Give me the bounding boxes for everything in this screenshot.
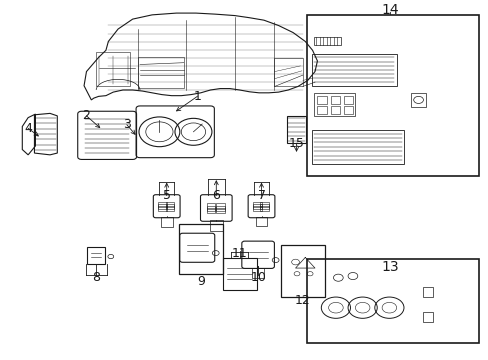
Bar [206, 208, 215, 213]
Bar [206, 206, 215, 211]
Bar [137, 57, 183, 87]
Text: 12: 12 [294, 294, 310, 307]
Bar [311, 130, 403, 164]
Bar [96, 52, 130, 86]
Bar [179, 224, 222, 274]
Bar [222, 258, 256, 289]
Bar [343, 106, 353, 114]
Bar [87, 247, 105, 264]
Bar [209, 220, 222, 231]
Bar [252, 204, 261, 209]
Bar [317, 96, 326, 104]
Bar [260, 206, 268, 211]
Bar [251, 268, 264, 278]
Bar [158, 204, 166, 209]
Text: 15: 15 [288, 137, 304, 150]
Text: 6: 6 [212, 189, 220, 202]
Text: 13: 13 [381, 260, 398, 274]
Bar [286, 116, 305, 143]
Bar [216, 203, 224, 208]
Bar [216, 206, 224, 211]
Text: 3: 3 [122, 118, 130, 131]
Text: 8: 8 [92, 271, 100, 284]
Bar [423, 312, 432, 322]
Bar [306, 15, 478, 176]
Bar [165, 204, 174, 209]
Bar [330, 106, 340, 114]
Bar [313, 37, 340, 45]
Text: 2: 2 [82, 109, 90, 122]
Bar [410, 93, 425, 107]
Bar [330, 96, 340, 104]
Bar [260, 204, 268, 209]
Text: 14: 14 [381, 3, 398, 17]
Text: 5: 5 [163, 189, 170, 202]
Bar [165, 202, 174, 207]
Text: 9: 9 [196, 275, 204, 288]
Bar [260, 202, 268, 207]
Bar [255, 217, 267, 226]
Bar [306, 260, 478, 343]
Text: 1: 1 [193, 90, 201, 103]
Bar [423, 287, 432, 297]
Bar [158, 206, 166, 211]
Bar [165, 206, 174, 211]
Bar [252, 206, 261, 211]
Bar [252, 202, 261, 207]
Bar [311, 54, 396, 86]
Text: 7: 7 [257, 189, 265, 202]
Bar [206, 203, 215, 208]
Text: 10: 10 [250, 271, 265, 284]
Bar [216, 208, 224, 213]
Bar [317, 106, 326, 114]
Bar [273, 58, 302, 86]
Bar [343, 96, 353, 104]
Bar [281, 245, 324, 297]
Bar [313, 93, 355, 116]
Bar [158, 202, 166, 207]
Text: 11: 11 [231, 247, 247, 260]
Text: 4: 4 [24, 122, 32, 135]
Bar [161, 217, 173, 226]
